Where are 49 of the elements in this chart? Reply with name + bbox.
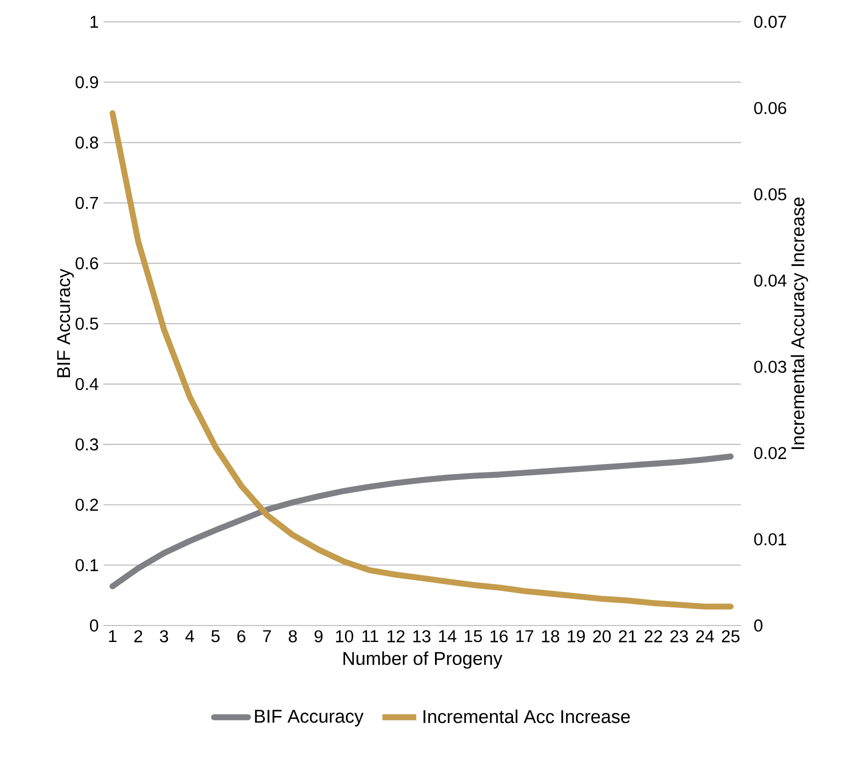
x-tick-label: 21 [618, 630, 636, 642]
y-tick-label: 0.3 [76, 438, 98, 450]
x-tick-label: 15 [464, 630, 482, 642]
y-tick-label: 0.1 [76, 558, 98, 572]
legend-label: Incremental Acc Increase [424, 709, 630, 724]
x-tick-label: 2 [134, 630, 142, 642]
x-tick-label: 25 [722, 630, 740, 642]
y2-tick-label: 0.01 [754, 533, 786, 546]
y-tick-label: 1 [90, 16, 98, 28]
x-tick-label: 12 [388, 630, 405, 642]
legend-label: BIF Accuracy [255, 710, 364, 726]
x-tick-label: 11 [362, 630, 378, 642]
y-tick-label: 0.8 [76, 136, 98, 149]
y2-tick-label: 0.07 [754, 16, 786, 28]
x-tick-label: 1 [109, 630, 116, 642]
y-tick-label: 0.9 [76, 76, 98, 88]
x-axis-title: Number of Progeny [344, 651, 502, 669]
y2-tick-label: 0.06 [754, 102, 786, 114]
x-tick-label: 17 [516, 630, 534, 642]
y2-tick-label: 0.04 [754, 274, 786, 286]
x-tick-label: 9 [314, 630, 323, 642]
y-tick-label: 0.5 [76, 317, 98, 330]
x-tick-label: 10 [336, 630, 354, 642]
x-tick-label: 19 [568, 630, 585, 642]
y2-tick-label: 0.05 [754, 188, 786, 200]
y-tick-label: 0 [90, 619, 98, 632]
x-tick-label: 13 [413, 630, 430, 642]
x-tick-label: 5 [211, 630, 220, 642]
x-tick-label: 23 [670, 630, 688, 642]
x-tick-label: 14 [439, 630, 456, 642]
x-tick-label: 6 [237, 630, 246, 642]
x-tick-label: 16 [490, 630, 508, 642]
y-tick-label: 0.4 [76, 378, 98, 390]
x-tick-label: 7 [263, 630, 271, 642]
x-tick-label: 3 [160, 630, 168, 642]
y2-tick-label: 0.02 [754, 446, 786, 459]
x-tick-label: 20 [593, 630, 611, 642]
x-tick-label: 4 [185, 630, 194, 642]
y2-axis-title: Incremental Accuracy Increase [790, 197, 808, 449]
y2-tick-label: 0 [754, 619, 762, 632]
x-tick-label: 22 [644, 630, 662, 642]
y-tick-label: 0.2 [76, 498, 98, 511]
x-tick-label: 8 [288, 630, 297, 642]
x-tick-label: 18 [542, 630, 560, 642]
x-tick-label: 24 [696, 630, 714, 642]
y-tick-label: 0.6 [76, 257, 98, 270]
y2-tick-label: 0.03 [754, 360, 786, 373]
y-axis-title: BIF Accuracy [57, 268, 74, 378]
y-tick-label: 0.7 [76, 196, 98, 209]
